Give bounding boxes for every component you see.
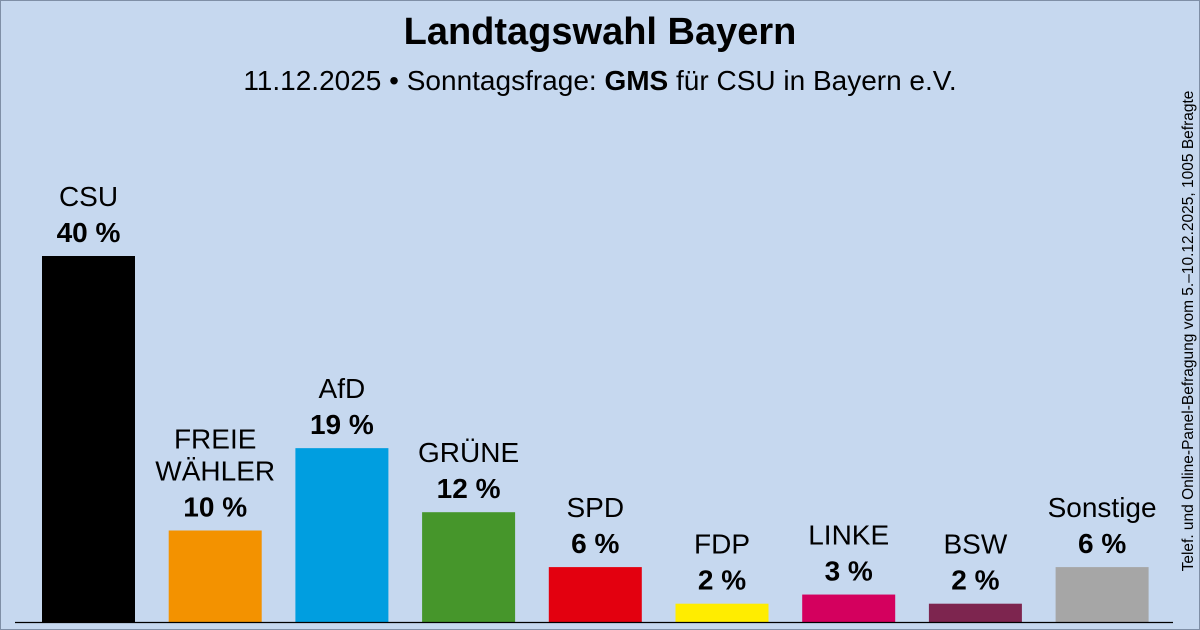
bar: [548, 567, 642, 622]
bar-value-label: 2 %: [951, 565, 999, 596]
bar-category-label: FDP: [694, 529, 750, 560]
bar-category-label: SPD: [567, 492, 625, 523]
bar-category-label: CSU: [59, 181, 118, 212]
bar-group: 3 % LINKE: [802, 520, 896, 622]
bar: [168, 530, 262, 622]
bar-value-label: 40 %: [57, 217, 121, 248]
bar-group: 12 % GRÜNE: [418, 437, 519, 622]
bar-category-label: Sonstige: [1048, 492, 1157, 523]
bar: [295, 448, 389, 622]
bar-group: 19 % AfD: [295, 373, 389, 622]
bar-value-label: 6 %: [1078, 528, 1126, 559]
bar-category-label: WÄHLER: [155, 456, 275, 487]
bar-category-label: BSW: [944, 529, 1008, 560]
subtitle-date: 11.12.2025: [243, 65, 382, 96]
chart-subtitle: 11.12.2025 • Sonntagsfrage: GMS für CSU …: [1, 65, 1199, 97]
subtitle-prefix: Sonntagsfrage:: [406, 65, 597, 96]
bar-value-label: 10 %: [183, 492, 247, 523]
bar-group: 6 % Sonstige: [1048, 492, 1157, 622]
subtitle-bullet: •: [389, 65, 399, 96]
bar: [675, 603, 769, 622]
bar-category-label: FREIE: [174, 424, 256, 455]
bar-group: 40 % CSU: [42, 181, 135, 622]
bar: [1055, 567, 1149, 622]
bar: [802, 594, 896, 622]
bar-category-label: AfD: [319, 373, 366, 404]
bar-category-label: LINKE: [808, 520, 889, 551]
chart-title: Landtagswahl Bayern: [403, 11, 797, 53]
bar-value-label: 3 %: [825, 556, 873, 587]
bar-value-label: 6 %: [571, 528, 619, 559]
bar-group: 2 % BSW: [928, 529, 1022, 622]
bar-group: 2 % FDP: [675, 529, 769, 622]
bar: [928, 603, 1022, 622]
bar: [42, 256, 135, 622]
bar: [422, 512, 516, 622]
subtitle-suffix: für CSU in Bayern e.V.: [676, 65, 957, 96]
bar-value-label: 2 %: [698, 565, 746, 596]
subtitle-institute: GMS: [604, 65, 669, 96]
bar-group: 6 % SPD: [548, 492, 642, 622]
bar-value-label: 19 %: [310, 409, 374, 440]
bar-value-label: 12 %: [437, 473, 501, 504]
bar-category-label: GRÜNE: [418, 437, 519, 468]
